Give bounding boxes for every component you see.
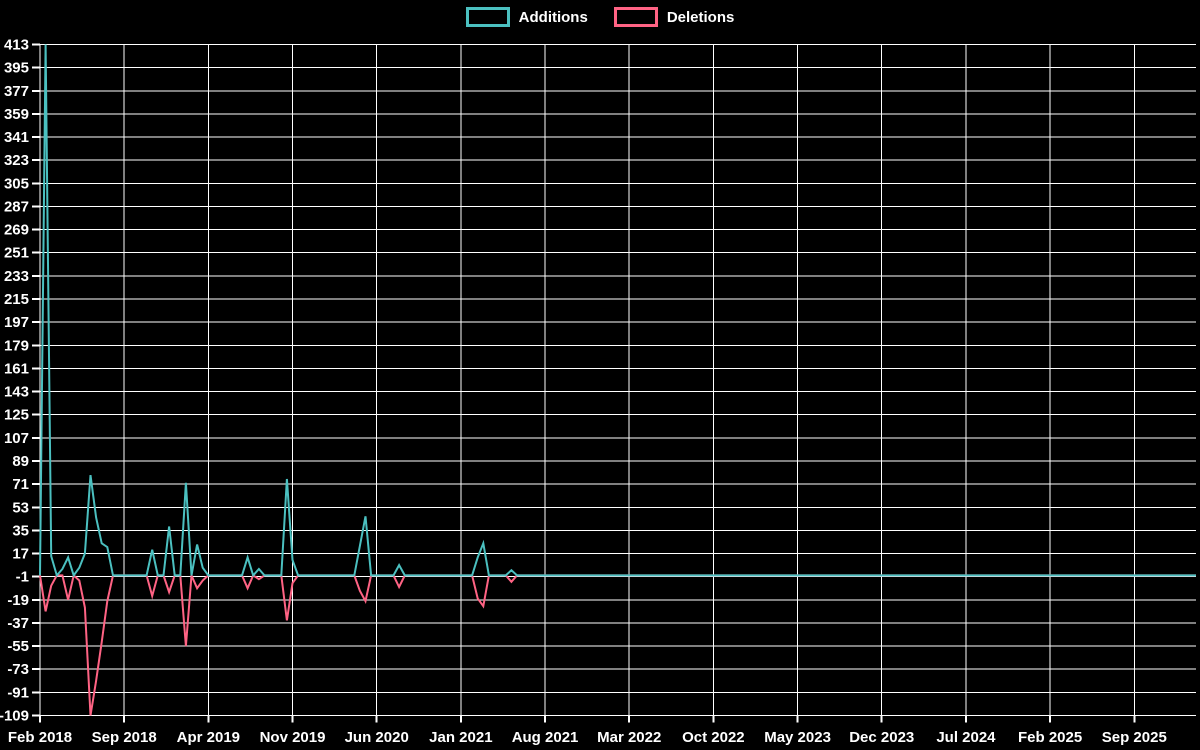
x-tick-label: May 2023 xyxy=(764,729,831,746)
y-tick-label: -91 xyxy=(7,684,29,701)
y-tick-label: 71 xyxy=(12,476,29,493)
y-tick-label: 287 xyxy=(4,198,29,215)
x-tick-label: Mar 2022 xyxy=(597,729,661,746)
x-tick-label: Oct 2022 xyxy=(682,729,745,746)
y-tick-label: 251 xyxy=(4,245,29,262)
y-tick-label: 395 xyxy=(4,60,29,77)
y-tick-label: 125 xyxy=(4,407,29,424)
x-tick-label: Jan 2021 xyxy=(429,729,492,746)
y-tick-label: -37 xyxy=(7,615,29,632)
additions-swatch-icon xyxy=(465,7,510,27)
y-tick-label: 341 xyxy=(4,129,29,146)
y-tick-label: 161 xyxy=(4,360,29,377)
additions-line xyxy=(39,44,1196,578)
legend-label-additions: Additions xyxy=(518,8,588,26)
y-tick-label: 143 xyxy=(4,384,29,401)
legend-label-deletions: Deletions xyxy=(666,8,735,26)
y-tick-label: -1 xyxy=(16,569,29,586)
x-tick-label: Dec 2023 xyxy=(849,729,914,746)
legend-item-deletions[interactable]: Deletions xyxy=(613,7,735,27)
y-tick-label: 35 xyxy=(12,522,29,539)
legend-item-additions[interactable]: Additions xyxy=(465,7,588,27)
y-tick-label: 233 xyxy=(4,268,29,285)
x-tick-label: Apr 2019 xyxy=(177,729,240,746)
x-tick-label: Jun 2020 xyxy=(345,729,409,746)
y-tick-label: 53 xyxy=(12,499,29,516)
y-tick-label: -55 xyxy=(7,638,29,655)
y-tick-label: 359 xyxy=(4,106,29,123)
x-tick-label: Feb 2018 xyxy=(8,729,72,746)
y-tick-label: 215 xyxy=(4,291,29,308)
y-tick-label: 413 xyxy=(4,37,29,54)
y-tick-label: 89 xyxy=(12,453,29,470)
y-tick-label: 197 xyxy=(4,314,29,331)
y-tick-label: 305 xyxy=(4,175,29,192)
y-tick-label: 377 xyxy=(4,83,29,100)
x-tick-label: Aug 2021 xyxy=(512,729,579,746)
x-tick-label: Feb 2025 xyxy=(1018,729,1082,746)
y-tick-label: -109 xyxy=(0,708,29,725)
x-tick-label: Sep 2018 xyxy=(92,729,157,746)
y-tick-label: 323 xyxy=(4,152,29,169)
x-tick-label: Jul 2024 xyxy=(936,729,996,746)
y-tick-label: 107 xyxy=(4,430,29,447)
x-tick-label: Sep 2025 xyxy=(1102,729,1167,746)
y-tick-label: -73 xyxy=(7,661,29,678)
x-tick-label: Nov 2019 xyxy=(260,729,326,746)
y-tick-label: 17 xyxy=(12,546,29,563)
y-tick-label: 269 xyxy=(4,222,29,239)
y-tick-label: 179 xyxy=(4,337,29,354)
y-tick-label: -19 xyxy=(7,592,29,609)
deletions-swatch-icon xyxy=(613,7,658,27)
chart-legend: Additions Deletions xyxy=(0,7,1200,27)
